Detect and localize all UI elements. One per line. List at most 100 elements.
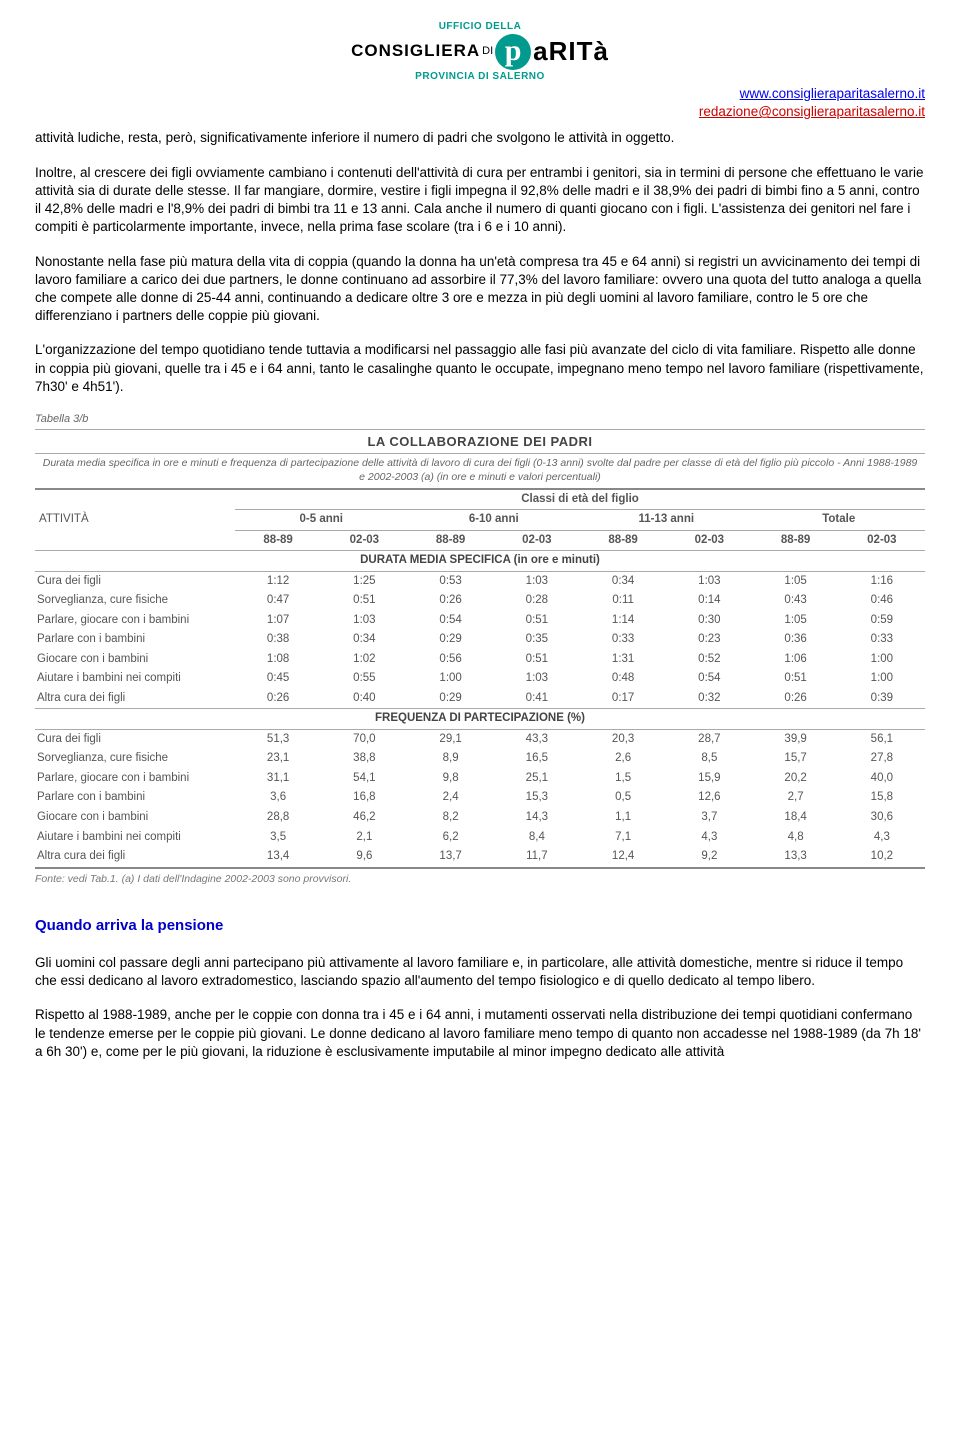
age-6-10: 6-10 anni: [408, 510, 581, 531]
data-cell: 0:33: [580, 630, 666, 650]
data-cell: 39,9: [753, 729, 839, 749]
data-cell: 9,6: [321, 847, 407, 868]
data-cell: 1:05: [753, 611, 839, 631]
table-row: Giocare con i bambini28,846,28,214,31,13…: [35, 808, 925, 828]
data-cell: 43,3: [494, 729, 580, 749]
data-cell: 10,2: [839, 847, 925, 868]
data-cell: 0:45: [235, 669, 321, 689]
data-cell: 1:25: [321, 571, 407, 591]
row-label: Parlare con i bambini: [35, 630, 235, 650]
data-cell: 0:39: [839, 689, 925, 709]
data-cell: 1:05: [753, 571, 839, 591]
logo-consigliera: CONSIGLIERA: [351, 40, 480, 63]
data-cell: 0:48: [580, 669, 666, 689]
header-url-link[interactable]: www.consiglieraparitasalerno.it: [740, 86, 925, 101]
data-cell: 9,2: [666, 847, 752, 868]
age-0-5: 0-5 anni: [235, 510, 408, 531]
paragraph-7: Rispetto al 1988-1989, anche per le copp…: [35, 1006, 925, 1061]
data-cell: 0:30: [666, 611, 752, 631]
table-row: Aiutare i bambini nei compiti3,52,16,28,…: [35, 828, 925, 848]
data-cell: 8,5: [666, 749, 752, 769]
data-cell: 15,8: [839, 788, 925, 808]
row-label: Giocare con i bambini: [35, 650, 235, 670]
table-row: Parlare, giocare con i bambini31,154,19,…: [35, 769, 925, 789]
data-cell: 13,3: [753, 847, 839, 868]
data-cell: 0:35: [494, 630, 580, 650]
row-label: Cura dei figli: [35, 729, 235, 749]
data-cell: 0:54: [408, 611, 494, 631]
data-cell: 40,0: [839, 769, 925, 789]
table-label: Tabella 3/b: [35, 412, 925, 427]
table-caption: Durata media specifica in ore e minuti e…: [35, 454, 925, 489]
data-cell: 0:32: [666, 689, 752, 709]
data-cell: 20,2: [753, 769, 839, 789]
row-label: Altra cura dei figli: [35, 689, 235, 709]
row-label: Cura dei figli: [35, 571, 235, 591]
data-cell: 1:00: [839, 669, 925, 689]
data-cell: 18,4: [753, 808, 839, 828]
attivita-header: ATTIVITÀ: [35, 490, 235, 551]
data-cell: 0:17: [580, 689, 666, 709]
data-cell: 11,7: [494, 847, 580, 868]
data-cell: 0:11: [580, 591, 666, 611]
data-cell: 0:54: [666, 669, 752, 689]
data-cell: 1:03: [494, 669, 580, 689]
header-email-link[interactable]: redazione@consiglieraparitasalerno.it: [699, 104, 925, 119]
row-label: Parlare, giocare con i bambini: [35, 611, 235, 631]
table-row: Sorveglianza, cure fisiche0:470:510:260:…: [35, 591, 925, 611]
data-cell: 15,3: [494, 788, 580, 808]
data-cell: 13,4: [235, 847, 321, 868]
data-cell: 0:52: [666, 650, 752, 670]
data-cell: 1:06: [753, 650, 839, 670]
data-cell: 1:03: [666, 571, 752, 591]
data-cell: 6,2: [408, 828, 494, 848]
data-cell: 0:59: [839, 611, 925, 631]
data-cell: 4,3: [666, 828, 752, 848]
data-cell: 3,6: [235, 788, 321, 808]
data-cell: 0:51: [494, 611, 580, 631]
data-cell: 1:31: [580, 650, 666, 670]
table-row: Parlare con i bambini3,616,82,415,30,512…: [35, 788, 925, 808]
table-row: Parlare, giocare con i bambini1:071:030:…: [35, 611, 925, 631]
row-label: Sorveglianza, cure fisiche: [35, 591, 235, 611]
data-cell: 0:26: [753, 689, 839, 709]
section-header-row: FREQUENZA DI PARTECIPAZIONE (%): [35, 709, 925, 730]
data-cell: 7,1: [580, 828, 666, 848]
data-cell: 0:23: [666, 630, 752, 650]
data-cell: 0:26: [408, 591, 494, 611]
data-table: ATTIVITÀ Classi di età del figlio 0-5 an…: [35, 490, 925, 869]
data-cell: 0:53: [408, 571, 494, 591]
data-cell: 1:07: [235, 611, 321, 631]
table-head: ATTIVITÀ Classi di età del figlio 0-5 an…: [35, 490, 925, 551]
data-cell: 15,9: [666, 769, 752, 789]
table-row: Parlare con i bambini0:380:340:290:350:3…: [35, 630, 925, 650]
paragraph-4: L'organizzazione del tempo quotidiano te…: [35, 341, 925, 396]
paragraph-3: Nonostante nella fase più matura della v…: [35, 253, 925, 326]
data-cell: 0:29: [408, 630, 494, 650]
data-cell: 9,8: [408, 769, 494, 789]
data-cell: 29,1: [408, 729, 494, 749]
data-cell: 23,1: [235, 749, 321, 769]
classi-row: ATTIVITÀ Classi di età del figlio: [35, 490, 925, 510]
row-label: Aiutare i bambini nei compiti: [35, 669, 235, 689]
table-3b: Tabella 3/b LA COLLABORAZIONE DEI PADRI …: [35, 412, 925, 886]
data-cell: 0:55: [321, 669, 407, 689]
classi-header: Classi di età del figlio: [235, 490, 925, 510]
header-links: www.consiglieraparitasalerno.it redazion…: [35, 85, 925, 121]
table-title: LA COLLABORAZIONE DEI PADRI: [35, 429, 925, 455]
data-cell: 0:43: [753, 591, 839, 611]
data-cell: 0:28: [494, 591, 580, 611]
data-cell: 1,1: [580, 808, 666, 828]
age-totale: Totale: [753, 510, 926, 531]
data-cell: 1:00: [839, 650, 925, 670]
year-col: 88-89: [235, 530, 321, 551]
data-cell: 0:51: [321, 591, 407, 611]
logo-top-text: UFFICIO DELLA: [35, 20, 925, 34]
row-label: Parlare con i bambini: [35, 788, 235, 808]
data-cell: 3,7: [666, 808, 752, 828]
data-cell: 14,3: [494, 808, 580, 828]
data-cell: 0:34: [580, 571, 666, 591]
year-col: 02-03: [321, 530, 407, 551]
paragraph-1: attività ludiche, resta, però, significa…: [35, 129, 925, 147]
table-row: Altra cura dei figli13,49,613,711,712,49…: [35, 847, 925, 868]
